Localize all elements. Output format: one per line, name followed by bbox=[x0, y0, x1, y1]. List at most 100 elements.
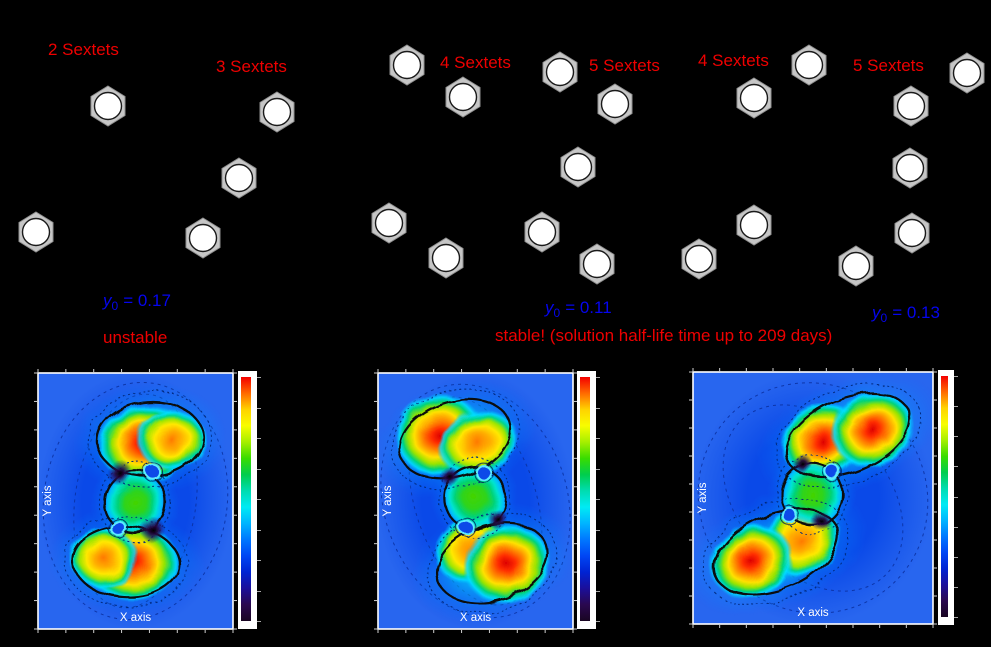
sextet-circle-icon bbox=[794, 50, 824, 80]
benzene-sextet-hexagon bbox=[681, 238, 717, 280]
benzene-sextet-hexagon bbox=[579, 243, 615, 285]
benzene-sextet-hexagon bbox=[185, 217, 221, 259]
sextet-circle-icon bbox=[897, 218, 927, 248]
sextet-count-label: 3 Sextets bbox=[216, 57, 287, 76]
benzene-sextet-hexagon bbox=[90, 85, 126, 127]
benzene-sextet-hexagon bbox=[371, 202, 407, 244]
sextet-circle-icon bbox=[431, 243, 461, 273]
colorbar-tick bbox=[257, 499, 261, 500]
benzene-sextet-hexagon bbox=[259, 91, 295, 133]
sextet-count-label: 5 Sextets bbox=[853, 56, 924, 75]
benzene-sextet-hexagon bbox=[736, 204, 772, 246]
y-subscript: 0 bbox=[111, 299, 119, 314]
sextet-circle-icon bbox=[582, 249, 612, 279]
benzene-sextet-hexagon bbox=[892, 147, 928, 189]
benzene-sextet-hexagon bbox=[524, 211, 560, 253]
colorbar-tick bbox=[954, 586, 958, 588]
y-subscript: 0 bbox=[553, 306, 561, 321]
heatmap-area bbox=[693, 372, 933, 624]
sextet-count-label: 4 Sextets bbox=[698, 51, 769, 70]
sextet-circle-icon bbox=[841, 251, 871, 281]
benzene-sextet-hexagon bbox=[428, 237, 464, 279]
heatmap-plot-3: X axis Y axis bbox=[689, 368, 937, 628]
colorbar-tick bbox=[596, 468, 600, 470]
colorbar-tick bbox=[257, 529, 261, 531]
colorbar-tick bbox=[257, 438, 261, 439]
colorbar-tick bbox=[257, 407, 261, 409]
colorbar-tick bbox=[596, 499, 600, 500]
y0-value: = 0.17 bbox=[123, 291, 171, 310]
sextet-circle-icon bbox=[545, 57, 575, 87]
sextet-circle-icon bbox=[600, 89, 630, 119]
colorbar-tick bbox=[596, 377, 600, 378]
y0-value: = 0.11 bbox=[565, 298, 612, 317]
sextet-count-label: 4 Sextets bbox=[440, 53, 511, 72]
sextet-circle-icon bbox=[895, 153, 925, 183]
colorbar-tick bbox=[954, 376, 958, 377]
benzene-sextet-hexagon bbox=[736, 77, 772, 119]
heatmap-area bbox=[38, 373, 233, 629]
colorbar-tick bbox=[954, 617, 958, 618]
y0-value-label: y0 = 0.13 bbox=[872, 303, 940, 325]
sextet-circle-icon bbox=[896, 91, 926, 121]
benzene-sextet-hexagon bbox=[791, 44, 827, 86]
y-variable: y bbox=[872, 303, 881, 322]
sextet-circle-icon bbox=[684, 244, 714, 274]
sextet-circle-icon bbox=[188, 223, 218, 253]
colorbar-tick bbox=[954, 466, 958, 468]
sextet-circle-icon bbox=[262, 97, 292, 127]
colorbar-gradient bbox=[941, 376, 948, 617]
colorbar-tick bbox=[257, 377, 261, 378]
benzene-sextet-hexagon bbox=[389, 44, 425, 86]
colorbar-2 bbox=[577, 371, 600, 629]
y0-value-label: y0 = 0.17 bbox=[103, 291, 171, 313]
sextet-circle-icon bbox=[93, 91, 123, 121]
colorbar-3 bbox=[938, 370, 958, 625]
x-axis-label: X axis bbox=[460, 612, 492, 624]
y0-value-label: y0 = 0.11 bbox=[545, 298, 612, 320]
y-axis-label: Y axis bbox=[382, 485, 394, 516]
sextet-circle-icon bbox=[21, 217, 51, 247]
y-axis-label: Y axis bbox=[42, 485, 54, 516]
sextet-circle-icon bbox=[374, 208, 404, 238]
colorbar-tick bbox=[954, 436, 958, 438]
benzene-sextet-hexagon bbox=[893, 85, 929, 127]
sextet-circle-icon bbox=[563, 152, 593, 182]
colorbar-tick bbox=[954, 406, 958, 408]
y-axis-label: Y axis bbox=[697, 482, 709, 513]
benzene-sextet-hexagon bbox=[894, 212, 930, 254]
benzene-sextet-hexagon bbox=[597, 83, 633, 125]
sextet-circle-icon bbox=[952, 58, 982, 88]
sextet-circle-icon bbox=[739, 210, 769, 240]
y-variable: y bbox=[545, 298, 554, 317]
colorbar-tick bbox=[257, 590, 261, 592]
y0-value: = 0.13 bbox=[892, 303, 940, 322]
colorbar-tick bbox=[257, 468, 261, 470]
sextet-circle-icon bbox=[527, 217, 557, 247]
x-axis-label: X axis bbox=[120, 612, 152, 624]
benzene-sextet-hexagon bbox=[560, 146, 596, 188]
benzene-sextet-hexagon bbox=[445, 76, 481, 118]
benzene-sextet-hexagon bbox=[221, 157, 257, 199]
colorbar-tick bbox=[257, 560, 261, 561]
colorbar-tick bbox=[257, 621, 261, 622]
colorbar-tick bbox=[596, 407, 600, 409]
stability-label: unstable bbox=[103, 328, 168, 347]
colorbar-1 bbox=[238, 371, 261, 629]
x-axis-label: X axis bbox=[797, 607, 829, 619]
benzene-sextet-hexagon bbox=[542, 51, 578, 93]
benzene-sextet-hexagon bbox=[949, 52, 985, 94]
sextet-count-label: 2 Sextets bbox=[48, 40, 119, 59]
sextet-circle-icon bbox=[224, 163, 254, 193]
colorbar-tick bbox=[596, 438, 600, 439]
y-subscript: 0 bbox=[880, 311, 888, 326]
colorbar-tick bbox=[596, 590, 600, 592]
benzene-sextet-hexagon bbox=[838, 245, 874, 287]
sextet-circle-icon bbox=[739, 83, 769, 113]
colorbar-tick bbox=[954, 556, 958, 558]
colorbar-tick bbox=[954, 496, 958, 498]
y-variable: y bbox=[103, 291, 112, 310]
benzene-sextet-hexagon bbox=[18, 211, 54, 253]
colorbar-tick bbox=[596, 529, 600, 531]
